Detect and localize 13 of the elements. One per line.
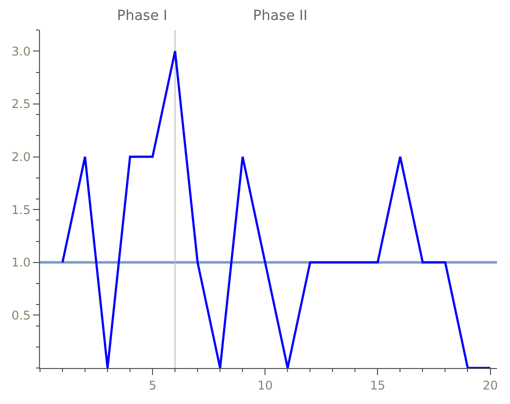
line-series — [61, 50, 492, 368]
y-tick-label: 1.5 — [12, 202, 31, 217]
y-tick-label: 2.0 — [12, 150, 31, 164]
y-tick-label: 0.5 — [12, 308, 31, 322]
text: Phase II — [253, 8, 308, 24]
y-tick-label: 1.0 — [12, 256, 31, 270]
y-tick-label: 3.0 — [12, 44, 31, 58]
x-tick-label: 5 — [148, 378, 156, 392]
y-tick-label: 2.5 — [12, 97, 31, 112]
x-tick-label: 20 — [482, 378, 498, 392]
x-tick-label: 15 — [370, 378, 386, 392]
x-tick-label: 10 — [257, 378, 273, 392]
text: Phase I — [117, 8, 168, 24]
